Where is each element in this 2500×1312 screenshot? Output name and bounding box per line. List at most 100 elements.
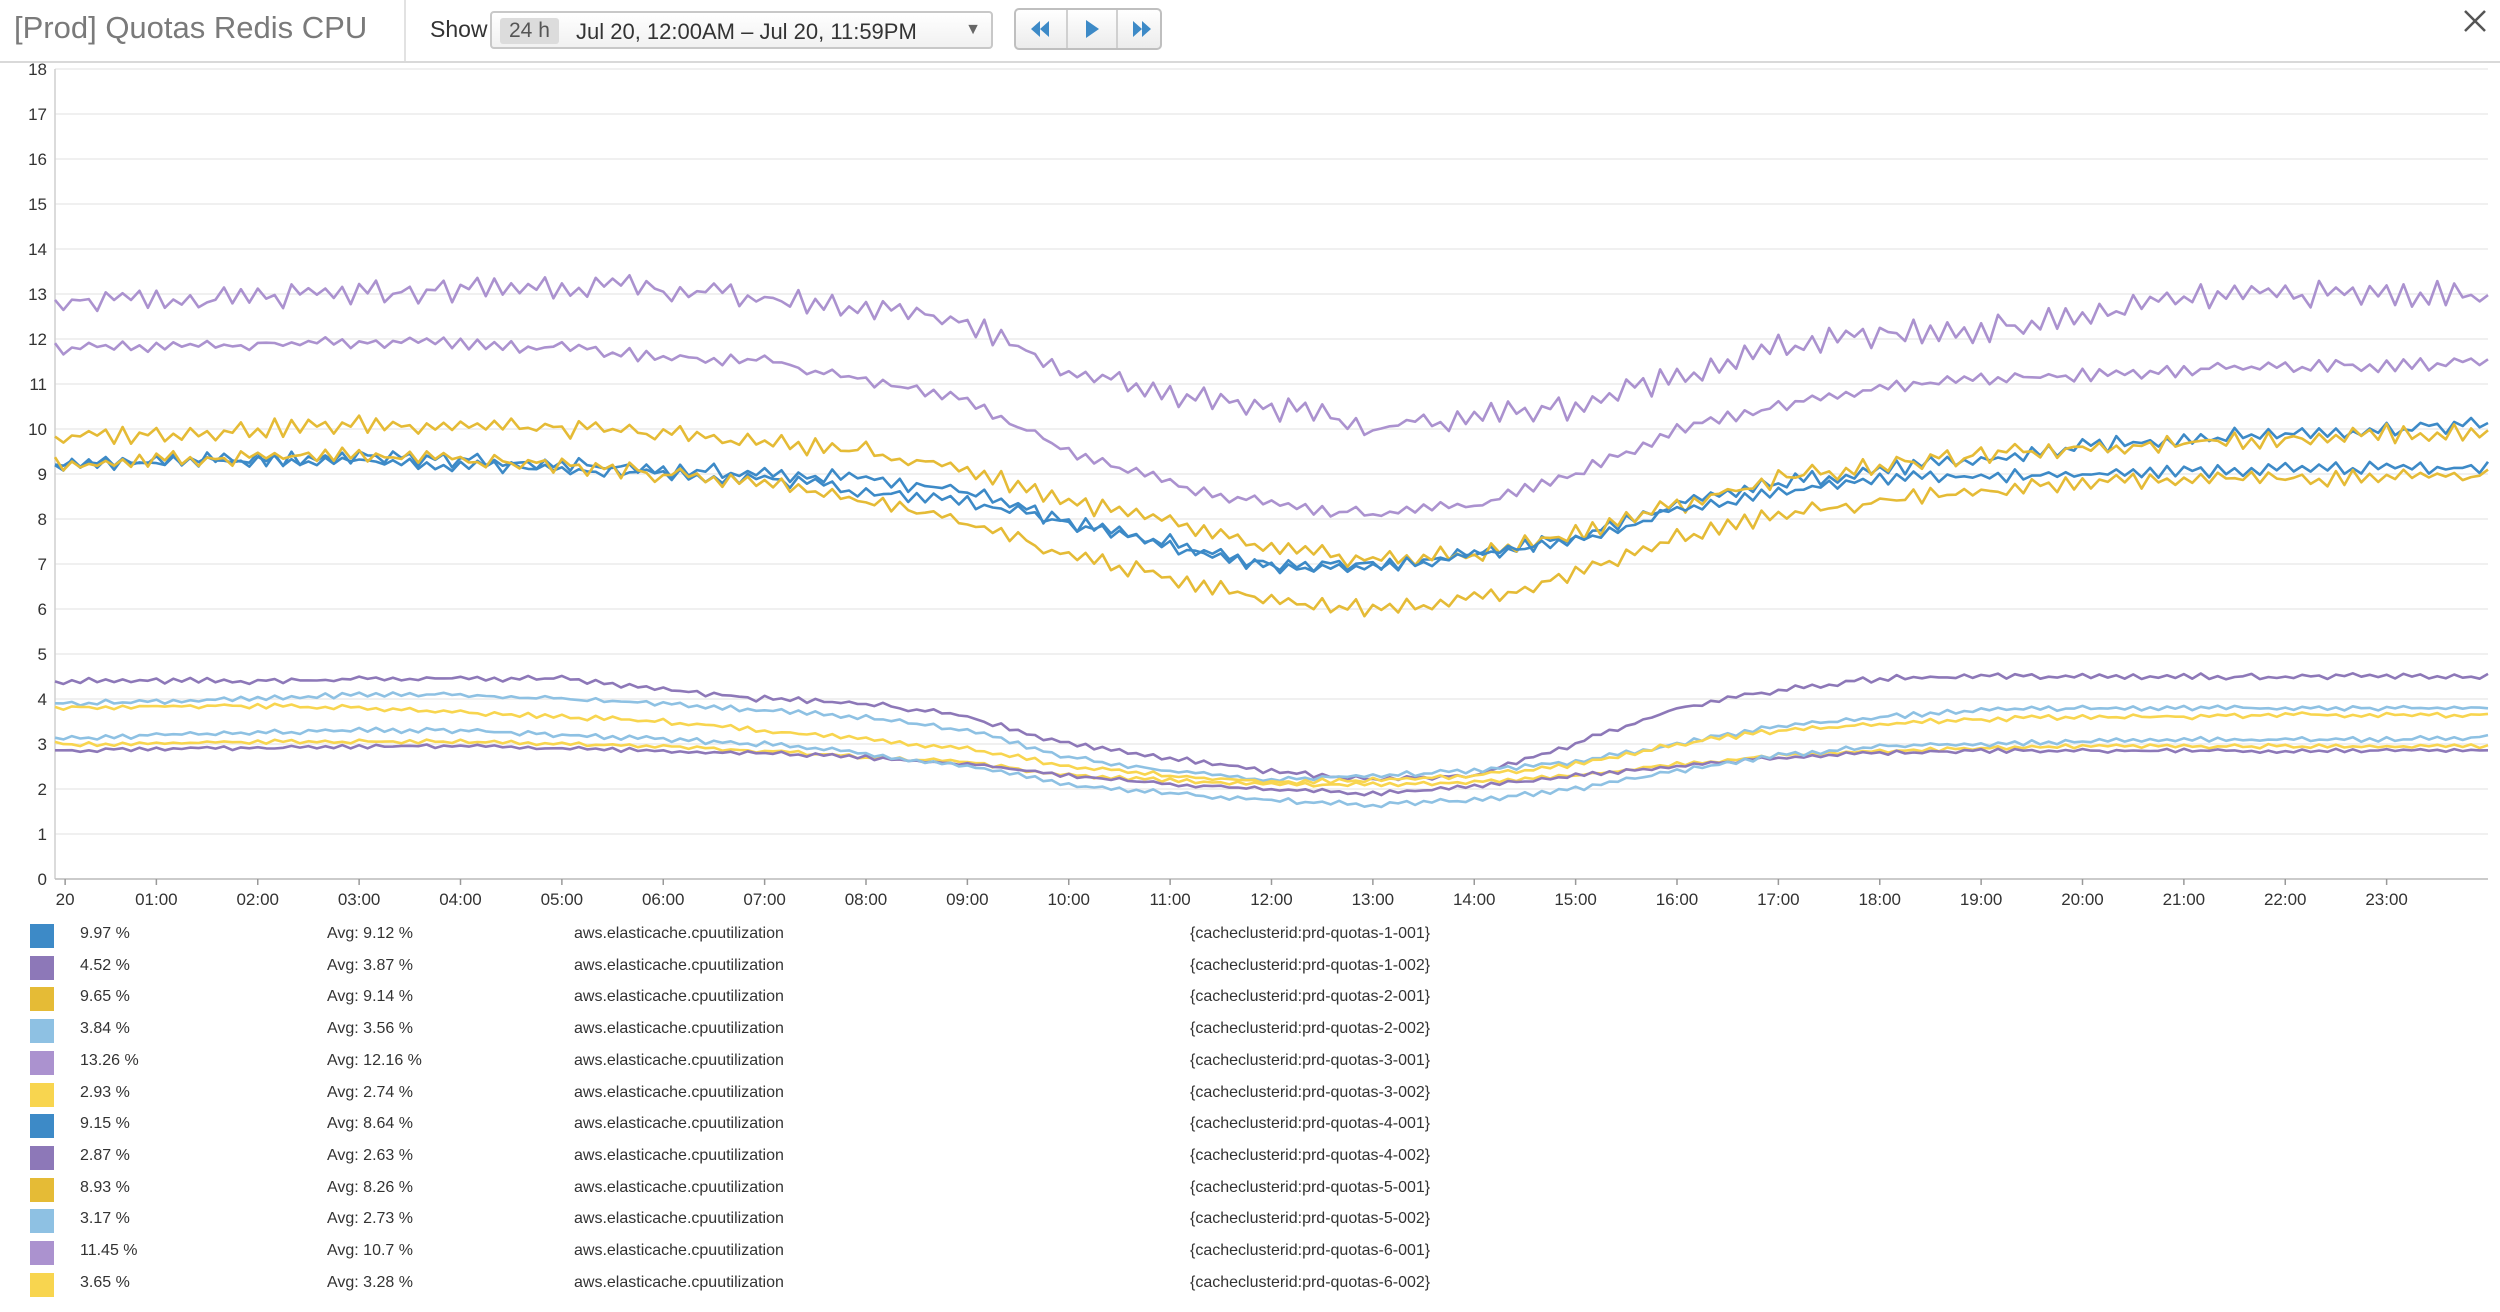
x-tick-label: 03:00 (338, 890, 381, 909)
y-tick-label: 4 (38, 690, 47, 709)
y-tick-label: 12 (28, 330, 47, 349)
x-tick-label: 22:00 (2264, 890, 2307, 909)
y-tick-label: 11 (29, 375, 47, 394)
legend-metric: aws.elasticache.cpuutilization (574, 1020, 784, 1038)
play-icon (1086, 20, 1099, 38)
legend-item[interactable]: 9.97 % Avg: 9.12 % aws.elasticache.cpuutil… (0, 920, 2500, 951)
x-tick-label: 11:00 (1149, 890, 1190, 909)
legend-item[interactable]: 11.45 % Avg: 10.7 % aws.elasticache.cpuuti… (0, 1237, 2500, 1268)
y-tick-label: 7 (38, 555, 47, 574)
time-range-select[interactable]: 24 h Jul 20, 12:00AM – Jul 20, 11:59PM ▼ (490, 11, 993, 49)
gridlines (55, 68, 2488, 880)
x-tick-label: 17:00 (1757, 890, 1800, 909)
play-button[interactable] (1066, 10, 1116, 48)
legend-swatch (30, 1019, 54, 1044)
x-tick-label: 15:00 (1554, 890, 1597, 909)
legend-current: 11.45 % (80, 1242, 138, 1259)
legend-current: 2.87 % (80, 1146, 130, 1164)
x-tick-label: 04:00 (439, 890, 482, 909)
x-tick-label: 06:00 (642, 890, 685, 909)
series-line (55, 743, 2489, 797)
legend-avg: Avg: 3.87 % (327, 956, 413, 974)
legend-metric: aws.elasticache.cpuutilization (574, 925, 784, 942)
legend-metric: aws.elasticache.cpuutilization (574, 1146, 784, 1164)
legend-tags: {cacheclusterid:prd-quotas-3-002} (1190, 1083, 1431, 1101)
legend-item[interactable]: 2.87 % Avg: 2.63 % aws.elasticache.cpuutil… (0, 1142, 2500, 1173)
legend-item[interactable]: 8.93 % Avg: 8.26 % aws.elasticache.cpuutil… (0, 1174, 2500, 1205)
legend-tags: {cacheclusterid:prd-quotas-3-001} (1190, 1051, 1431, 1069)
legend-metric: aws.elasticache.cpuutilization (574, 1242, 784, 1259)
x-tick-label: 05:00 (541, 890, 584, 909)
close-icon[interactable] (2460, 6, 2490, 36)
series-line (54, 702, 2489, 786)
legend-item[interactable]: 3.84 % Avg: 3.56 % aws.elasticache.cpuutil… (0, 1015, 2500, 1046)
legend-item[interactable]: 9.15 % Avg: 8.64 % aws.elasticache.cpuutil… (0, 1110, 2500, 1141)
legend-item[interactable]: 9.65 % Avg: 9.14 % aws.elasticache.cpuutil… (0, 983, 2500, 1014)
series-line (54, 414, 2489, 568)
x-tick-label: 14:00 (1453, 890, 1496, 909)
legend-metric: aws.elasticache.cpuutilization (574, 1273, 784, 1291)
dropdown-caret-icon: ▼ (965, 21, 981, 38)
series-line (54, 416, 2489, 573)
legend-avg: Avg: 2.73 % (327, 1210, 413, 1228)
legend-current: 9.97 % (80, 925, 130, 942)
duration-badge: 24 h (500, 18, 559, 44)
legend-swatch (30, 1050, 54, 1075)
timeframe-nav (1014, 8, 1162, 50)
x-tick-label: 10:00 (1047, 890, 1090, 909)
series-line (54, 738, 2489, 788)
series-line (54, 726, 2489, 809)
legend-swatch (30, 1272, 54, 1297)
y-tick-label: 8 (38, 510, 47, 529)
y-tick-label: 16 (28, 150, 47, 169)
x-tick-label: 13:00 (1352, 890, 1395, 909)
legend-item[interactable]: 13.26 % Avg: 12.16 % aws.elasticache.cpuut… (0, 1047, 2500, 1078)
series-line (54, 454, 2490, 575)
legend-avg: Avg: 2.74 % (327, 1083, 413, 1101)
rewind-icon (1031, 21, 1049, 37)
legend-item[interactable]: 3.65 % Avg: 3.28 % aws.elasticache.cpuutil… (0, 1269, 2500, 1300)
x-tick-label: 08:00 (845, 890, 888, 909)
x-tick-label: 16:00 (1656, 890, 1699, 909)
y-tick-label: 6 (38, 600, 47, 619)
legend-metric: aws.elasticache.cpuutilization (574, 1051, 784, 1069)
legend-tags: {cacheclusterid:prd-quotas-1-002} (1190, 956, 1431, 974)
legend-item[interactable]: 3.17 % Avg: 2.73 % aws.elasticache.cpuutil… (0, 1205, 2500, 1236)
legend-swatch (30, 1209, 54, 1234)
x-tick-label: 07:00 (743, 890, 786, 909)
time-range-text: Jul 20, 12:00AM – Jul 20, 11:59PM (576, 19, 917, 44)
legend-swatch (30, 987, 54, 1012)
legend-tags: {cacheclusterid:prd-quotas-2-002} (1190, 1020, 1431, 1038)
legend-tags: {cacheclusterid:prd-quotas-6-002} (1190, 1273, 1431, 1291)
legend-tags: {cacheclusterid:prd-quotas-6-001} (1190, 1242, 1431, 1259)
legend-current: 13.26 % (80, 1051, 139, 1069)
legend-current: 9.65 % (80, 988, 130, 1006)
fast-forward-button[interactable] (1116, 10, 1160, 48)
toolbar: [Prod] Quotas Redis CPU Show 24 h Jul 20… (0, 0, 2500, 63)
legend-tags: {cacheclusterid:prd-quotas-2-001} (1190, 988, 1431, 1006)
legend-current: 8.93 % (80, 1178, 130, 1196)
legend-swatch (30, 1241, 54, 1265)
x-tick-label: 09:00 (946, 890, 989, 909)
y-tick-label: 2 (38, 780, 47, 799)
y-tick-label: 1 (38, 825, 47, 844)
legend-avg: Avg: 3.28 % (327, 1273, 413, 1291)
y-tick-label: 5 (38, 645, 47, 664)
series-line (54, 691, 2489, 783)
legend-item[interactable]: 4.52 % Avg: 3.87 % aws.elasticache.cpuutil… (0, 952, 2500, 983)
y-tick-label: 0 (38, 870, 47, 889)
series-line (53, 336, 2489, 518)
legend-current: 9.15 % (80, 1115, 130, 1133)
y-tick-label: 17 (28, 105, 47, 124)
legend-metric: aws.elasticache.cpuutilization (574, 1210, 784, 1228)
series-line (54, 672, 2489, 782)
legend-swatch (30, 1114, 54, 1139)
y-tick-label: 13 (28, 285, 47, 304)
legend-metric: aws.elasticache.cpuutilization (574, 988, 784, 1006)
legend-item[interactable]: 2.93 % Avg: 2.74 % aws.elasticache.cpuutil… (0, 1079, 2500, 1110)
x-tick-label: 18:00 (1858, 890, 1901, 909)
legend-metric: aws.elasticache.cpuutilization (574, 956, 784, 974)
rewind-button[interactable] (1016, 10, 1064, 48)
